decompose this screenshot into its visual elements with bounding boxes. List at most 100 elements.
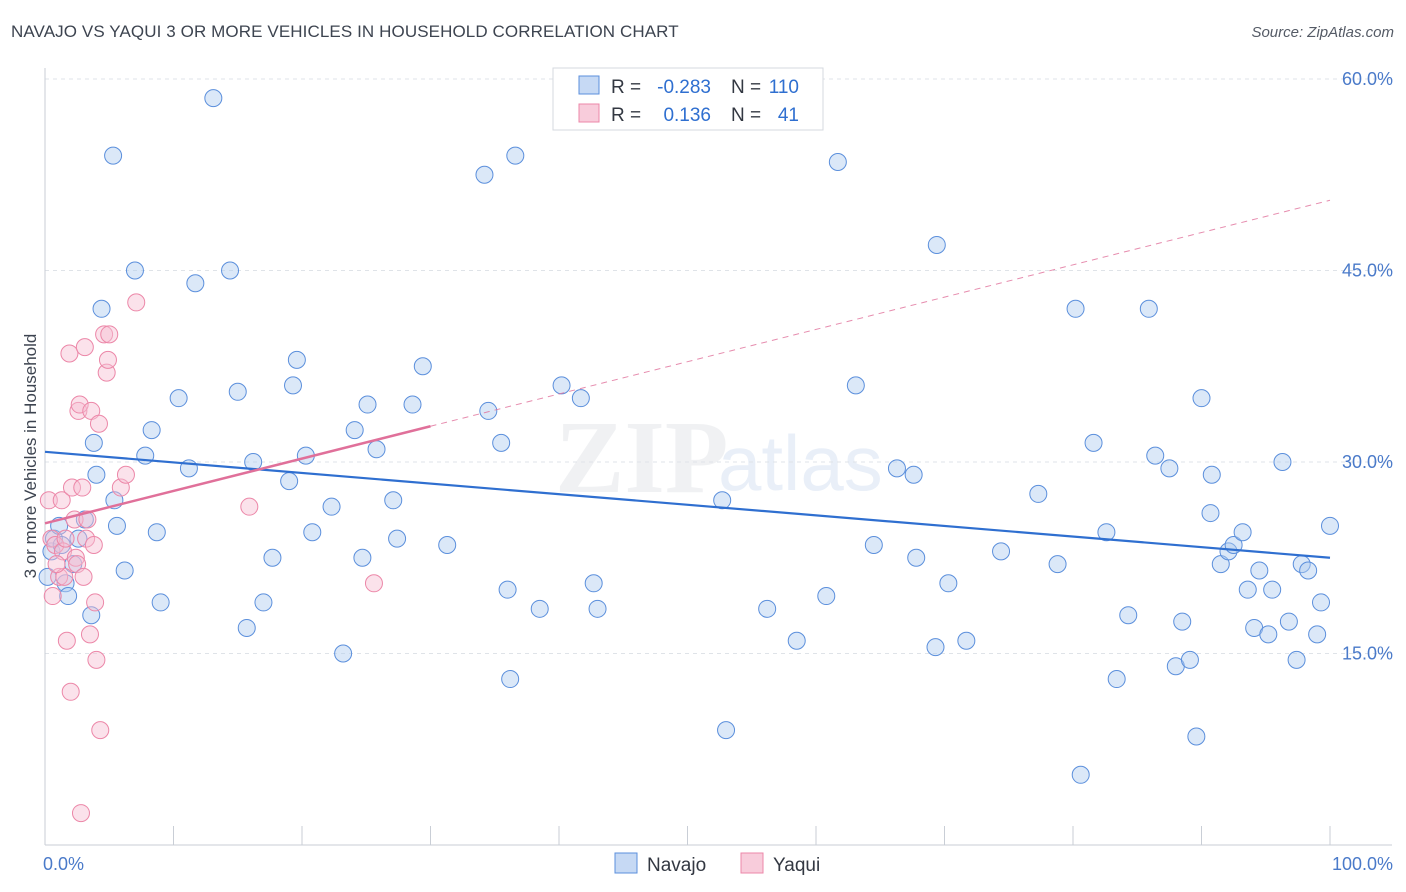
yaqui-point	[39, 491, 58, 510]
navajo-point	[717, 721, 736, 740]
navajo-point	[787, 631, 806, 650]
yaqui-point	[91, 721, 110, 740]
stats-navajo-swatch	[578, 75, 600, 95]
navajo-point	[303, 523, 322, 542]
navajo-point	[1139, 299, 1158, 318]
navajo-point	[957, 631, 976, 650]
navajo-point	[1084, 433, 1103, 452]
navajo-point	[1173, 612, 1192, 631]
yaqui-point	[127, 293, 146, 312]
navajo-point	[552, 376, 571, 395]
navajo-point	[186, 274, 205, 293]
stats-yaqui-n-label: N =	[731, 105, 761, 126]
navajo-point	[864, 535, 883, 554]
yaqui-point	[116, 465, 135, 484]
stats-navajo-n-label: N =	[731, 77, 761, 98]
stats-navajo-r-value: -0.283	[657, 77, 711, 98]
y-tick-label: 60.0%	[1342, 69, 1393, 89]
navajo-point	[588, 599, 607, 618]
yaqui-point	[75, 338, 94, 357]
navajo-point	[584, 574, 603, 593]
navajo-point	[927, 235, 946, 254]
yaqui-point	[52, 491, 71, 510]
yaqui-point	[61, 682, 80, 701]
yaqui-point	[84, 535, 103, 554]
yaqui-point	[89, 414, 108, 433]
yaqui-point	[98, 350, 117, 369]
navajo-point	[1250, 561, 1269, 580]
navajo-point	[907, 548, 926, 567]
navajo-point	[1238, 580, 1257, 599]
yaqui-point	[86, 593, 105, 612]
navajo-point	[237, 618, 256, 637]
stats-yaqui-r-label: R =	[611, 105, 641, 126]
yaqui-point	[70, 395, 89, 414]
yaqui-point	[364, 574, 383, 593]
navajo-point	[1312, 593, 1331, 612]
watermark-zip: ZIP	[555, 400, 728, 515]
navajo-point	[263, 548, 282, 567]
y-axis-title: 3 or more Vehicles in Household	[21, 334, 40, 579]
navajo-point	[115, 561, 134, 580]
navajo-point	[571, 389, 590, 408]
navajo-point	[322, 497, 341, 516]
yaqui-point	[97, 363, 116, 382]
navajo-point	[1071, 765, 1090, 784]
source-credit: Source: ZipAtlas.com	[1251, 24, 1394, 41]
navajo-point	[1299, 561, 1318, 580]
navajo-point	[1119, 606, 1138, 625]
navajo-point	[1202, 465, 1221, 484]
navajo-point	[1029, 484, 1048, 503]
navajo-point	[1287, 650, 1306, 669]
navajo-point	[1263, 580, 1282, 599]
navajo-point	[1180, 650, 1199, 669]
navajo-point	[388, 529, 407, 548]
yaqui-point	[87, 650, 106, 669]
navajo-point	[1066, 299, 1085, 318]
navajo-point	[358, 395, 377, 414]
navajo-point	[506, 146, 525, 165]
yaqui-point	[73, 478, 92, 497]
yaqui-trend-extension	[430, 199, 1331, 427]
yaqui-point	[66, 548, 85, 567]
navajo-point	[284, 376, 303, 395]
navajo-point	[254, 593, 273, 612]
navajo-point	[992, 542, 1011, 561]
stats-navajo-n-value: 110	[769, 77, 799, 98]
navajo-point	[501, 670, 520, 689]
legend-yaqui-swatch[interactable]	[740, 852, 764, 874]
navajo-point	[1259, 625, 1278, 644]
yaqui-trend-line	[44, 425, 431, 525]
legend-yaqui-label[interactable]: Yaqui	[773, 855, 820, 876]
navajo-point	[1279, 612, 1298, 631]
stats-box: R = -0.283 N = 110 R = 0.136 N = 41	[552, 67, 824, 131]
series-legend: Navajo Yaqui	[614, 852, 820, 876]
yaqui-point	[43, 587, 62, 606]
yaqui-point	[240, 497, 259, 516]
navajo-point	[887, 459, 906, 478]
yaqui-point	[69, 401, 88, 420]
navajo-point	[498, 580, 517, 599]
navajo-point	[530, 599, 549, 618]
navajo-point	[228, 382, 247, 401]
navajo-point	[438, 535, 457, 554]
navajo-point	[1107, 670, 1126, 689]
navajo-point	[169, 389, 188, 408]
yaqui-point	[47, 555, 66, 574]
yaqui-point	[100, 325, 119, 344]
y-tick-labels: 15.0% 30.0% 45.0% 60.0%	[1342, 69, 1393, 664]
yaqui-point	[77, 529, 96, 548]
yaqui-point	[71, 804, 90, 823]
navajo-point	[367, 440, 386, 459]
legend-navajo-label[interactable]: Navajo	[647, 855, 706, 876]
gridlines	[45, 78, 1392, 654]
y-tick-label: 30.0%	[1342, 452, 1393, 472]
yaqui-point	[57, 631, 76, 650]
legend-navajo-swatch[interactable]	[614, 852, 638, 874]
navajo-point	[475, 165, 494, 184]
navajo-point	[84, 433, 103, 452]
navajo-point	[479, 401, 498, 420]
navajo-point	[151, 593, 170, 612]
stats-yaqui-swatch	[578, 103, 600, 123]
